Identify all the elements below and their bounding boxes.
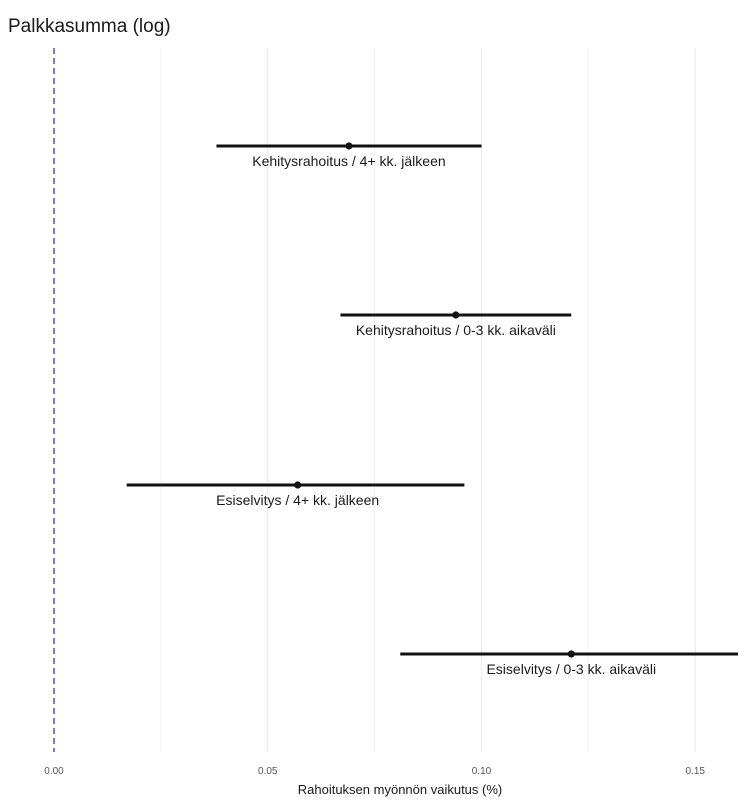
estimate-label: Esiselvitys / 4+ kk. jälkeen xyxy=(216,492,379,508)
gridlines xyxy=(160,48,696,752)
x-tick-label: 0.15 xyxy=(686,766,706,777)
estimate-label: Kehitysrahoitus / 0-3 kk. aikaväli xyxy=(356,322,556,338)
estimate-row-2: Esiselvitys / 4+ kk. jälkeen xyxy=(126,481,465,508)
point-estimate xyxy=(567,650,575,658)
x-tick-label: 0.00 xyxy=(44,766,64,777)
x-axis-ticks: 0.00 0.05 0.10 0.15 xyxy=(44,766,705,777)
estimate-row-0: Kehitysrahoitus / 4+ kk. jälkeen xyxy=(216,142,482,169)
point-estimate xyxy=(345,142,353,150)
x-axis-label: Rahoituksen myönnön vaikutus (%) xyxy=(298,782,503,797)
estimate-label: Esiselvitys / 0-3 kk. aikaväli xyxy=(486,661,656,677)
x-tick-label: 0.10 xyxy=(472,766,492,777)
x-tick-label: 0.05 xyxy=(258,766,278,777)
chart-title: Palkkasumma (log) xyxy=(8,16,171,37)
estimate-marks: Kehitysrahoitus / 4+ kk. jälkeen Kehitysr… xyxy=(126,142,738,677)
estimate-label: Kehitysrahoitus / 4+ kk. jälkeen xyxy=(252,153,445,169)
point-estimate xyxy=(294,481,302,489)
estimate-row-1: Kehitysrahoitus / 0-3 kk. aikaväli xyxy=(340,311,572,338)
estimate-row-3: Esiselvitys / 0-3 kk. aikaväli xyxy=(400,650,738,677)
point-estimate xyxy=(452,311,460,319)
